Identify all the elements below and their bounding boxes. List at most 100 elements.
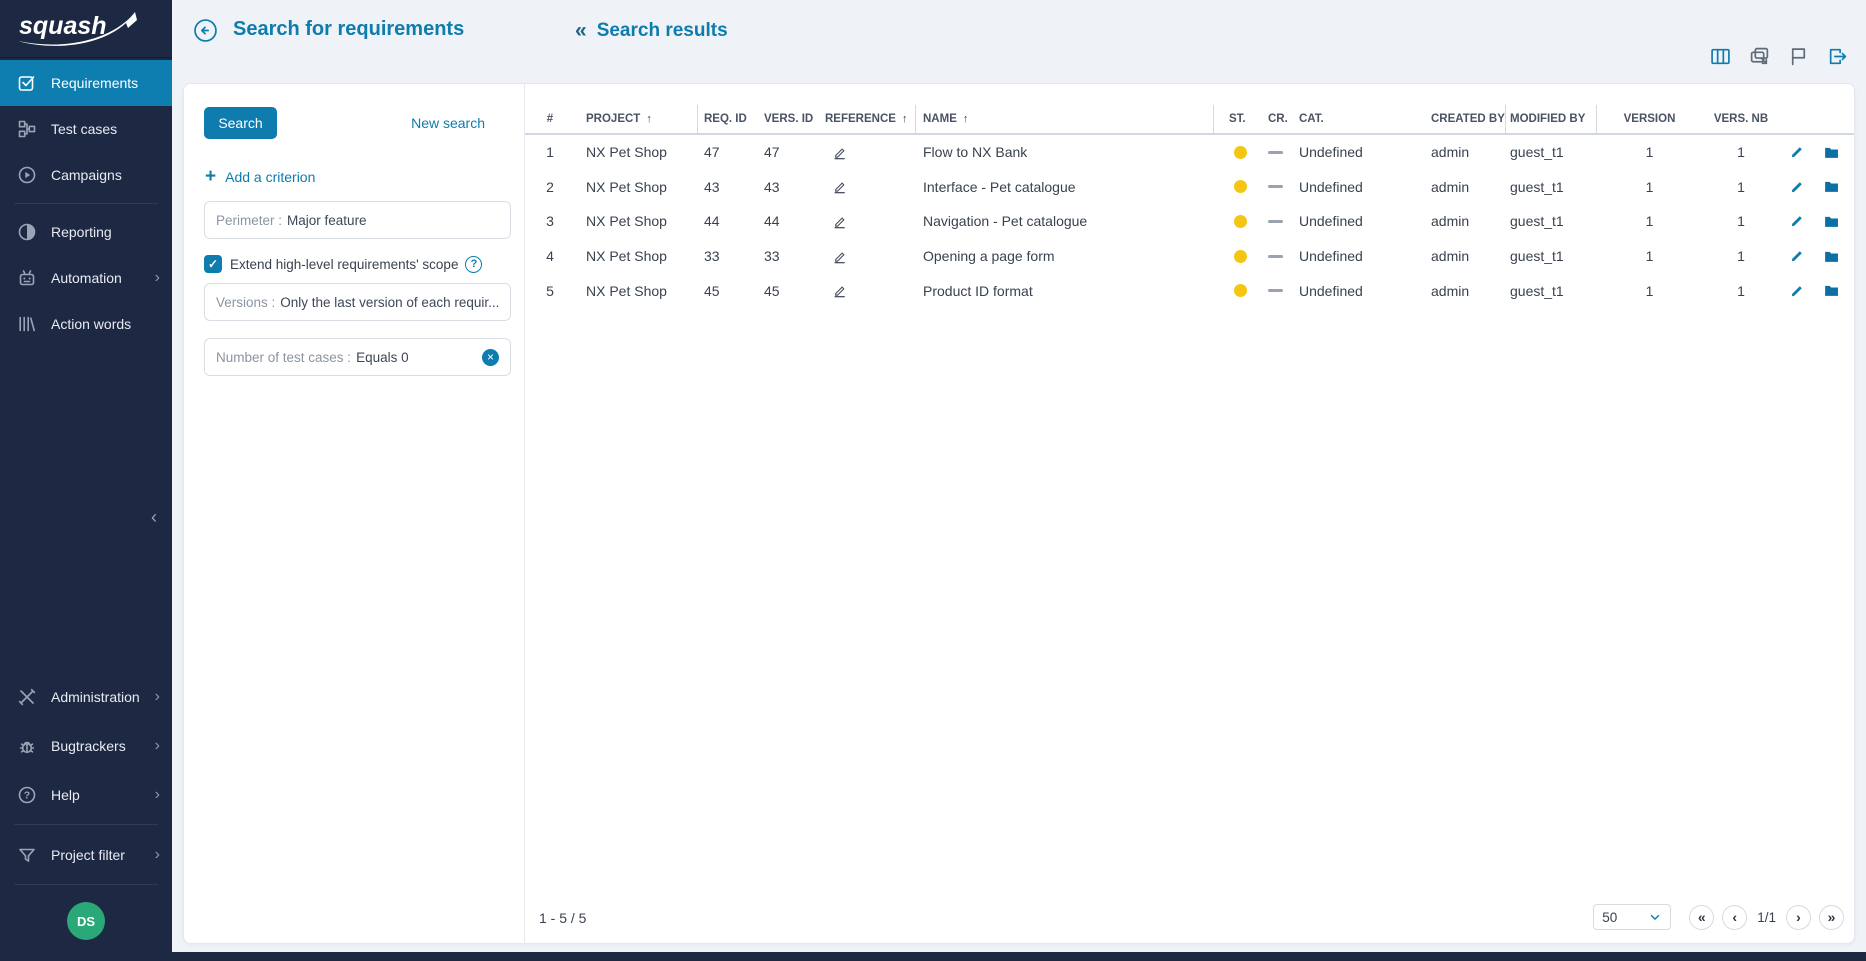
remove-criterion-button[interactable]: × bbox=[482, 349, 499, 366]
chevron-right-icon: › bbox=[155, 846, 162, 864]
page-size-select[interactable]: 50 bbox=[1593, 904, 1671, 930]
column-header-version[interactable]: VERSION bbox=[1597, 105, 1702, 133]
reference-edit-icon[interactable] bbox=[832, 214, 847, 229]
criterion-versions[interactable]: Versions : Only the last version of each … bbox=[204, 283, 511, 321]
criticality-dash bbox=[1268, 151, 1283, 154]
extend-scope-row: ✓ Extend high-level requirements' scope … bbox=[204, 254, 482, 274]
sidebar-item-bugtrackers[interactable]: Bugtrackers› bbox=[0, 721, 172, 770]
folder-icon[interactable] bbox=[1823, 248, 1840, 265]
sidebar-item-campaigns[interactable]: Campaigns bbox=[0, 152, 172, 198]
reference-edit-icon[interactable] bbox=[832, 145, 847, 160]
folder-icon[interactable] bbox=[1823, 144, 1840, 161]
row-number: 3 bbox=[525, 204, 575, 239]
first-page-button[interactable]: « bbox=[1689, 905, 1714, 930]
sidebar-item-project-filter[interactable]: Project filter› bbox=[0, 830, 172, 879]
criterion-value: Only the last version of each requir... bbox=[280, 295, 499, 310]
cell-modified-by: guest_t1 bbox=[1506, 273, 1597, 308]
reference-edit-icon[interactable] bbox=[832, 249, 847, 264]
table-row[interactable]: 1NX Pet Shop4747Flow to NX BankUndefined… bbox=[525, 135, 1854, 170]
folder-icon[interactable] bbox=[1823, 213, 1840, 230]
cell-vers-nb: 1 bbox=[1702, 204, 1780, 239]
column-header-actions[interactable] bbox=[1780, 105, 1814, 133]
column-header-name[interactable]: NAME↑ bbox=[916, 105, 1214, 133]
column-header-req-id[interactable]: REQ. ID bbox=[698, 105, 760, 133]
criterion-number-of-test-cases[interactable]: Number of test cases :Equals 0× bbox=[204, 338, 511, 376]
edit-icon[interactable] bbox=[1789, 144, 1805, 160]
column-header-cat[interactable]: CAT. bbox=[1292, 105, 1424, 133]
cell-show-in-tree bbox=[1814, 273, 1848, 308]
sidebar-item-help[interactable]: ?Help› bbox=[0, 770, 172, 819]
table-row[interactable]: 3NX Pet Shop4444Navigation - Pet catalog… bbox=[525, 204, 1854, 239]
bugtrackers-icon bbox=[16, 735, 38, 757]
sidebar-item-test-cases[interactable]: Test cases bbox=[0, 106, 172, 152]
sidebar-item-action-words[interactable]: Action words bbox=[0, 301, 172, 347]
criticality-dash bbox=[1268, 255, 1283, 258]
cell-name: Opening a page form bbox=[916, 239, 1214, 274]
cell-status bbox=[1214, 273, 1254, 308]
prev-page-button[interactable]: ‹ bbox=[1722, 905, 1747, 930]
column-label: NAME bbox=[923, 113, 957, 125]
table-row[interactable]: 4NX Pet Shop3333Opening a page formUndef… bbox=[525, 239, 1854, 274]
next-page-button[interactable]: › bbox=[1786, 905, 1811, 930]
criticality-dash bbox=[1268, 289, 1283, 292]
folder-icon[interactable] bbox=[1823, 178, 1840, 195]
column-header-reference[interactable]: REFERENCE↑ bbox=[820, 105, 916, 133]
flag-icon[interactable] bbox=[1787, 45, 1809, 67]
sidebar-item-label: Administration bbox=[51, 689, 140, 705]
last-page-button[interactable]: » bbox=[1819, 905, 1844, 930]
sidebar-item-requirements[interactable]: Requirements bbox=[0, 60, 172, 106]
duplicate-icon[interactable] bbox=[1748, 45, 1770, 67]
avatar[interactable]: DS bbox=[67, 902, 105, 940]
sidebar-item-reporting[interactable]: Reporting bbox=[0, 209, 172, 255]
cell-req-id: 43 bbox=[698, 170, 760, 205]
cell-version: 1 bbox=[1597, 239, 1702, 274]
column-header-project[interactable]: PROJECT↑ bbox=[575, 105, 698, 133]
search-panel: Search New search + Add a criterion Peri… bbox=[184, 84, 524, 943]
reference-edit-icon[interactable] bbox=[832, 283, 847, 298]
column-header-created-by[interactable]: CREATED BY bbox=[1424, 105, 1506, 133]
reference-edit-icon[interactable] bbox=[832, 179, 847, 194]
cell-created-by: admin bbox=[1424, 204, 1506, 239]
column-header-actions[interactable]: # bbox=[525, 105, 575, 133]
column-header-actions[interactable] bbox=[1814, 105, 1848, 133]
column-header-modified-by[interactable]: MODIFIED BY bbox=[1506, 105, 1597, 133]
edit-icon[interactable] bbox=[1789, 179, 1805, 195]
column-label: CR. bbox=[1268, 113, 1288, 125]
column-header-cr[interactable]: CR. bbox=[1254, 105, 1292, 133]
plus-icon: + bbox=[205, 170, 216, 184]
edit-icon[interactable] bbox=[1789, 213, 1805, 229]
column-header-st[interactable]: ST. bbox=[1214, 105, 1254, 133]
edit-icon[interactable] bbox=[1789, 248, 1805, 264]
cell-vers-id: 47 bbox=[760, 135, 820, 170]
folder-icon[interactable] bbox=[1823, 282, 1840, 299]
nav-divider bbox=[14, 824, 158, 825]
edit-icon[interactable] bbox=[1789, 283, 1805, 299]
criterion-perimeter[interactable]: Perimeter :Major feature bbox=[204, 201, 511, 239]
cell-edit bbox=[1780, 273, 1814, 308]
criterion-label: Number of test cases : bbox=[216, 350, 351, 365]
columns-icon[interactable] bbox=[1709, 45, 1731, 67]
cell-criticality bbox=[1254, 273, 1292, 308]
sidebar-collapse-button[interactable]: ‹ bbox=[140, 503, 168, 531]
cell-name: Product ID format bbox=[916, 273, 1214, 308]
sidebar-item-administration[interactable]: Administration› bbox=[0, 672, 172, 721]
cell-category: Undefined bbox=[1292, 170, 1424, 205]
export-icon[interactable] bbox=[1826, 45, 1848, 67]
app-logo[interactable]: squash bbox=[0, 0, 172, 58]
check-icon: ✓ bbox=[208, 257, 218, 271]
status-dot bbox=[1234, 284, 1247, 297]
search-button[interactable]: Search bbox=[204, 107, 277, 139]
column-header-vers-nb[interactable]: VERS. NB bbox=[1702, 105, 1780, 133]
new-search-link[interactable]: New search bbox=[411, 115, 485, 131]
criterion-label: Versions : bbox=[216, 295, 275, 310]
extend-scope-checkbox[interactable]: ✓ bbox=[204, 255, 222, 273]
table-row[interactable]: 5NX Pet Shop4545Product ID formatUndefin… bbox=[525, 273, 1854, 308]
nav-divider bbox=[14, 884, 158, 885]
results-header[interactable]: « Search results bbox=[575, 19, 728, 43]
table-row[interactable]: 2NX Pet Shop4343Interface - Pet catalogu… bbox=[525, 170, 1854, 205]
back-button[interactable] bbox=[193, 18, 218, 43]
sidebar-item-automation[interactable]: Automation› bbox=[0, 255, 172, 301]
column-header-vers-id[interactable]: VERS. ID bbox=[760, 105, 820, 133]
add-criterion-button[interactable]: + Add a criterion bbox=[205, 169, 315, 185]
help-icon[interactable]: ? bbox=[465, 256, 482, 273]
